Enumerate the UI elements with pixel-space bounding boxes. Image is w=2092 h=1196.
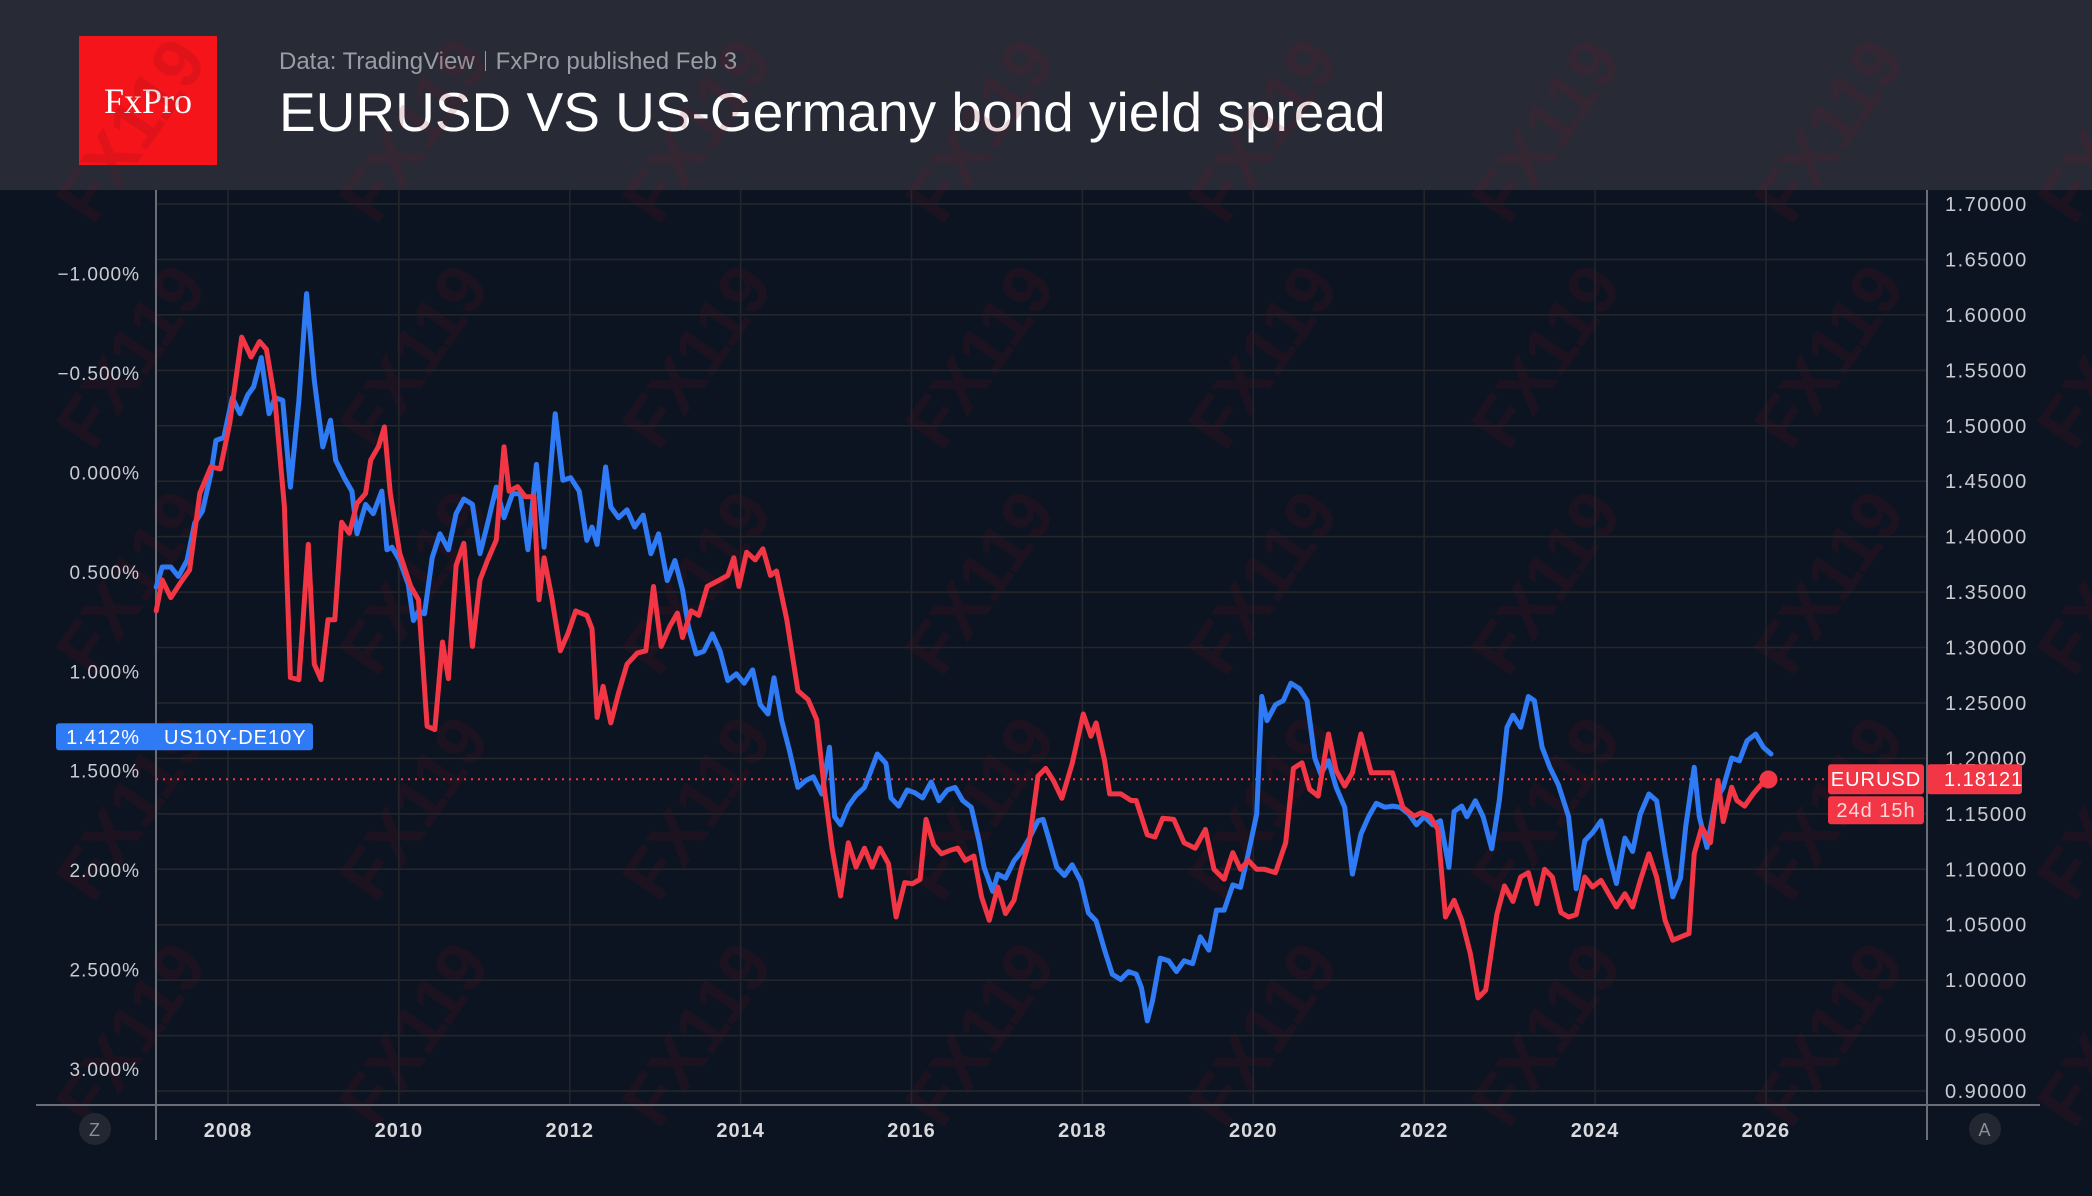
right-tick-label: 1.50000 — [1945, 416, 2028, 438]
x-tick-label: 2016 — [887, 1120, 936, 1142]
right-tick-label: 1.25000 — [1945, 693, 2028, 715]
eurusd-price-box — [1927, 764, 2022, 795]
left-tick-label: 1.500% — [70, 762, 140, 783]
left-tick-label: 2.500% — [70, 961, 140, 982]
x-tick-label: 2026 — [1742, 1120, 1791, 1142]
separator — [484, 51, 486, 71]
x-tick-label: 2018 — [1058, 1120, 1107, 1142]
right-tick-label: 1.10000 — [1945, 859, 2028, 881]
right-tick-label: 0.95000 — [1945, 1026, 2028, 1048]
eurusd-price-label: 1.18121 — [1944, 769, 2023, 791]
right-tick-label: 1.55000 — [1945, 360, 2028, 382]
auto-scale-left-button[interactable] — [79, 1113, 111, 1145]
left-tick-label: 1.000% — [70, 662, 140, 683]
published-date: FxPro published Feb 3 — [495, 48, 738, 75]
eurusd-name-box — [1828, 764, 1924, 795]
chart-title: EURUSD VS US-Germany bond yield spread — [279, 81, 1386, 143]
left-tick-label: −0.500% — [57, 364, 140, 385]
auto-scale-right-button[interactable] — [1969, 1113, 2001, 1145]
right-tick-label: 1.70000 — [1945, 194, 2028, 216]
left-tick-label: 0.000% — [70, 463, 140, 484]
spread-label — [56, 723, 313, 751]
right-tick-label: 1.60000 — [1945, 305, 2028, 327]
data-source: Data: TradingView — [279, 48, 475, 75]
eurusd-countdown-box — [1828, 796, 1924, 825]
eurusd-last-point — [1759, 770, 1778, 789]
logo-text: FxPro — [103, 80, 193, 121]
left-tick-label: 3.000% — [70, 1060, 140, 1081]
right-tick-label: 1.15000 — [1945, 804, 2028, 826]
eurusd-name-label: EURUSD — [1831, 769, 1921, 791]
right-tick-label: 1.45000 — [1945, 471, 2028, 493]
eurusd-countdown-label: 24d 15h — [1836, 800, 1915, 822]
spread-value-label: 1.412% — [66, 727, 140, 749]
x-tick-label: 2024 — [1571, 1120, 1620, 1142]
right-tick-label: 1.05000 — [1945, 915, 2028, 937]
right-tick-label: 0.90000 — [1945, 1081, 2028, 1103]
right-tick-label: 1.00000 — [1945, 970, 2028, 992]
auto-scale-left-button-label: Z — [89, 1120, 101, 1140]
left-tick-label: 0.500% — [70, 563, 140, 584]
right-tick-label: 1.65000 — [1945, 249, 2028, 271]
fxpro-logo: FxPro — [79, 36, 217, 165]
spread-line — [153, 291, 1774, 1024]
left-tick-label: 2.000% — [70, 861, 140, 882]
eurusd-line — [153, 334, 1771, 1001]
x-tick-label: 2010 — [375, 1120, 424, 1142]
subtitle: Data: TradingView FxPro published Feb 3 — [279, 48, 737, 76]
x-tick-label: 2020 — [1229, 1120, 1278, 1142]
auto-scale-right-button-label: A — [1978, 1120, 1991, 1140]
x-tick-label: 2022 — [1400, 1120, 1449, 1142]
spread-name-label: US10Y-DE10Y — [164, 727, 307, 749]
left-tick-label: −1.000% — [57, 265, 140, 286]
x-tick-label: 2014 — [716, 1120, 765, 1142]
header: FxPro Data: TradingView FxPro published F… — [0, 0, 2092, 190]
right-tick-label: 1.35000 — [1945, 582, 2028, 604]
right-tick-label: 1.40000 — [1945, 527, 2028, 549]
x-tick-label: 2012 — [546, 1120, 595, 1142]
x-tick-label: 2008 — [204, 1120, 253, 1142]
right-tick-label: 1.30000 — [1945, 638, 2028, 660]
